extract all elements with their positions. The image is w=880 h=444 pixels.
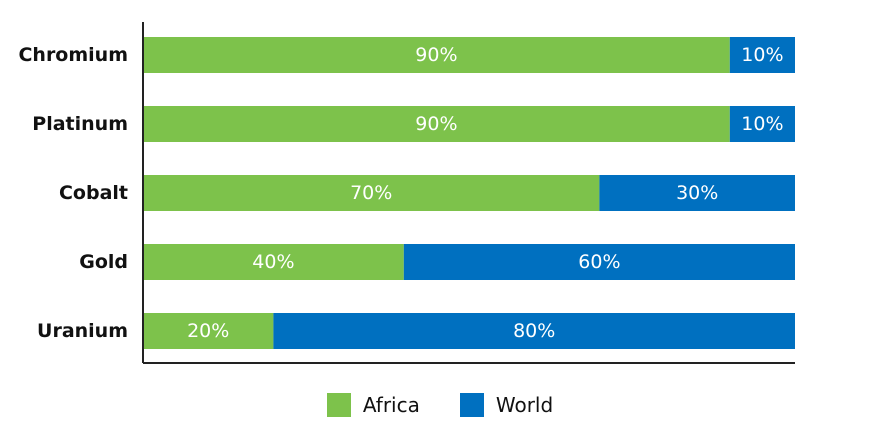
bar-africa-gold — [143, 244, 404, 280]
category-label-gold: Gold — [79, 251, 128, 273]
data-label-world-chromium: 10% — [741, 44, 783, 66]
data-label-africa-cobalt: 70% — [350, 182, 392, 204]
bar-africa-platinum — [143, 106, 730, 142]
legend: Africa World — [0, 390, 880, 420]
legend-swatch-world — [459, 393, 484, 417]
data-label-africa-chromium: 90% — [415, 44, 457, 66]
data-label-world-uranium: 80% — [513, 320, 555, 342]
data-label-world-gold: 60% — [578, 251, 620, 273]
legend-item-world: World — [459, 393, 554, 417]
legend-swatch-africa — [326, 393, 351, 417]
data-label-africa-uranium: 20% — [187, 320, 229, 342]
category-label-cobalt: Cobalt — [59, 182, 128, 204]
data-label-world-platinum: 10% — [741, 113, 783, 135]
data-label-africa-gold: 40% — [252, 251, 294, 273]
bar-africa-uranium — [143, 313, 274, 349]
legend-label-world: World — [495, 393, 554, 417]
bar-africa-cobalt — [143, 175, 600, 211]
category-label-uranium: Uranium — [37, 320, 128, 342]
bar-world-platinum — [729, 106, 795, 142]
bar-world-gold — [403, 244, 795, 280]
category-label-chromium: Chromium — [18, 44, 128, 66]
data-label-africa-platinum: 90% — [415, 113, 457, 135]
bar-world-cobalt — [599, 175, 795, 211]
category-label-platinum: Platinum — [32, 113, 128, 135]
data-label-world-cobalt: 30% — [676, 182, 718, 204]
bar-world-chromium — [729, 37, 795, 73]
legend-label-africa: Africa — [362, 393, 420, 417]
bar-world-uranium — [273, 313, 795, 349]
bar-africa-chromium — [143, 37, 730, 73]
legend-item-africa: Africa — [326, 393, 420, 417]
